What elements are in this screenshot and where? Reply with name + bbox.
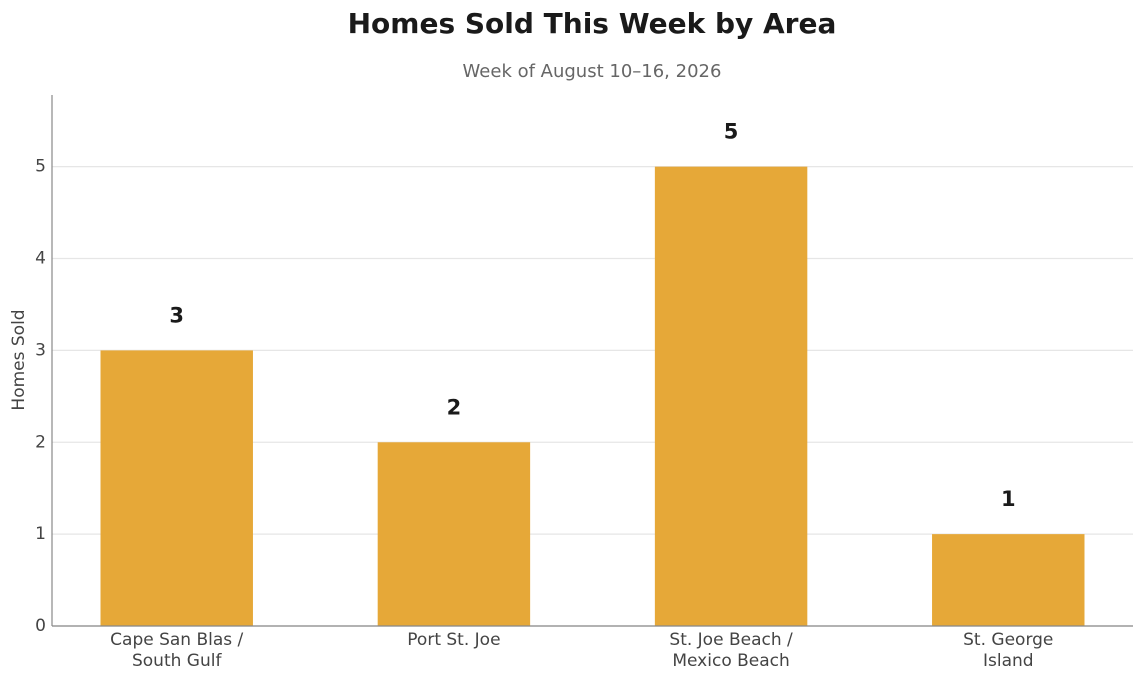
y-tick-label: 4	[35, 249, 46, 269]
x-tick-label: St. Joe Beach / Mexico Beach	[669, 630, 793, 671]
data-label: 1	[1001, 487, 1016, 511]
bar	[654, 166, 808, 626]
data-label: 5	[724, 120, 739, 144]
y-tick-label: 1	[35, 524, 46, 544]
bar	[377, 442, 531, 626]
chart-title: Homes Sold This Week by Area	[348, 7, 837, 40]
y-tick-label: 2	[35, 432, 46, 452]
y-tick-label: 5	[35, 157, 46, 177]
bar	[100, 350, 253, 626]
x-tick-label: St. George Island	[963, 630, 1054, 671]
y-tick-label: 0	[35, 616, 46, 636]
y-axis-label: Homes Sold	[9, 309, 29, 410]
x-tick-label: Cape San Blas / South Gulf	[110, 630, 244, 671]
chart-subtitle: Week of August 10–16, 2026	[463, 61, 722, 82]
y-tick-label: 3	[35, 340, 46, 360]
data-label: 3	[169, 303, 184, 327]
data-label: 2	[447, 395, 462, 419]
x-tick-label: Port St. Joe	[407, 630, 501, 650]
bar	[932, 534, 1085, 626]
